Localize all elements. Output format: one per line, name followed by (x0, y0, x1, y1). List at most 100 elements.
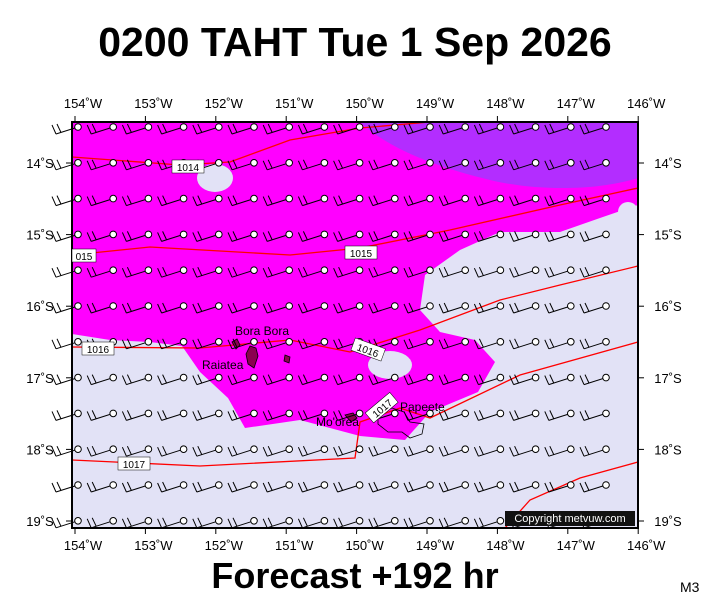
wind-station (179, 409, 188, 418)
wind-barb (121, 266, 149, 278)
wind-barb (438, 302, 466, 314)
wind-barb (579, 231, 607, 242)
wind-barb (509, 123, 536, 135)
wind-barb (157, 338, 184, 350)
isobar-label: 1017 (123, 460, 146, 471)
wind-barb (333, 410, 360, 421)
wind-station (602, 302, 610, 310)
longitude-label: 152˚W (205, 538, 244, 553)
wind-barb (544, 266, 571, 278)
wind-station (285, 445, 294, 454)
latitude-label: 19˚S (654, 514, 682, 529)
wind-station (285, 159, 294, 167)
wind-station (496, 230, 505, 239)
wind-station (285, 338, 294, 346)
wind-barb (51, 481, 79, 493)
wind-barb (544, 231, 571, 242)
wind-station (320, 123, 329, 131)
wind-barb (157, 302, 184, 314)
wind-barb (262, 302, 290, 314)
wind-barb (297, 266, 325, 278)
wind-barb (227, 231, 255, 242)
wind-station (496, 302, 505, 310)
wind-barb (227, 159, 255, 171)
wind-station (391, 373, 399, 382)
wind-barb (262, 374, 290, 386)
wind-barb (333, 123, 360, 135)
purple-field (360, 122, 638, 189)
wind-barb (86, 159, 114, 171)
wind-station (320, 194, 329, 203)
wind-barb (368, 231, 395, 242)
isobar-line (71, 121, 431, 166)
wind-barb (192, 338, 219, 350)
wind-station (461, 194, 470, 203)
wind-barb (192, 481, 219, 493)
wind-barb (544, 338, 571, 350)
wind-barb (262, 266, 290, 278)
wind-barb (297, 159, 325, 171)
wind-barb (192, 374, 219, 386)
wind-station (602, 481, 610, 489)
latitude-label: 14˚S (654, 156, 682, 171)
wind-station (391, 445, 399, 454)
wind-station (426, 373, 434, 382)
wind-barb (438, 159, 466, 171)
wind-station (602, 230, 610, 239)
wind-station (250, 409, 258, 418)
wind-station (285, 481, 294, 489)
wind-barb (121, 302, 149, 314)
wind-barb (509, 445, 536, 457)
isobar-label-box (71, 248, 97, 263)
longitude-label: 151˚W (275, 538, 314, 553)
longitude-label: 149˚W (416, 538, 455, 553)
wind-station (144, 373, 153, 382)
wind-station (144, 159, 153, 167)
wind-station (567, 338, 575, 346)
wind-barb (51, 231, 79, 242)
wind-station (461, 338, 470, 346)
wind-station (179, 445, 188, 454)
wind-barb (121, 410, 149, 421)
wind-station (179, 481, 188, 489)
wind-barb (121, 517, 149, 529)
latitude-label: 15˚S (26, 228, 54, 243)
wind-barb (579, 374, 607, 386)
wind-station (320, 481, 329, 489)
wind-station (144, 230, 153, 239)
wind-barb (262, 445, 290, 457)
wind-station (461, 373, 470, 382)
wind-barb (544, 195, 571, 207)
wind-station (74, 230, 82, 239)
wind-barb (333, 302, 360, 314)
wind-barb (403, 195, 431, 207)
wind-barb (297, 374, 325, 386)
wind-station (496, 481, 505, 489)
clear-patch (197, 164, 233, 192)
wind-barb (579, 123, 607, 135)
wind-station (250, 266, 258, 275)
wind-barb (227, 410, 255, 421)
wind-barb (473, 410, 501, 421)
wind-barb (121, 481, 149, 493)
wind-station (109, 194, 117, 203)
isobar-label: 1015 (350, 249, 373, 260)
wind-station (179, 194, 188, 203)
wind-barb (473, 159, 501, 171)
wind-barb (51, 338, 79, 350)
wind-station (285, 266, 294, 275)
wind-barb (297, 445, 325, 457)
wind-station (531, 266, 540, 275)
wind-barb (297, 195, 325, 207)
wind-barb (86, 123, 114, 135)
wind-barb (333, 517, 360, 529)
wind-station (109, 123, 117, 131)
wind-barb (157, 123, 184, 135)
isobar-line (71, 265, 639, 353)
wind-station (355, 159, 364, 167)
wind-barb (579, 302, 607, 314)
wind-barb (297, 517, 325, 529)
wind-station (144, 409, 153, 418)
wind-station (179, 266, 188, 275)
